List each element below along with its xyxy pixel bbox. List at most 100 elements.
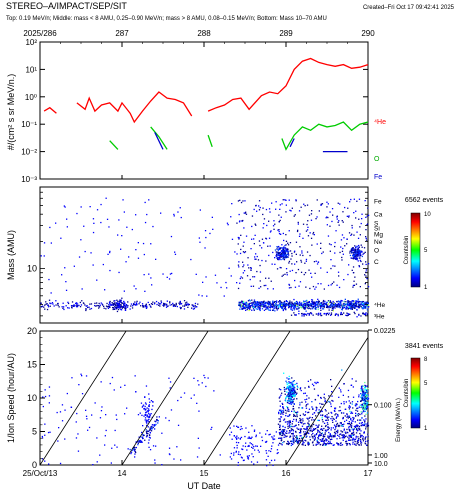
event-dot [237, 200, 240, 202]
event-dot [225, 281, 227, 284]
event-dot [275, 301, 277, 303]
event-dot [120, 308, 122, 311]
event-dot [288, 420, 290, 422]
event-dot [293, 410, 295, 412]
event-dot [289, 300, 291, 302]
event-dot [255, 305, 257, 307]
event-dot [252, 444, 254, 446]
event-dot [363, 252, 365, 254]
event-dot [241, 307, 243, 309]
event-dot [337, 271, 340, 273]
top-date-tick-label: 288 [197, 29, 211, 38]
event-dot [278, 437, 280, 439]
event-dot [176, 446, 178, 448]
event-dot [284, 252, 286, 255]
event-dot [354, 255, 356, 258]
event-dot [322, 303, 324, 305]
event-dot [145, 436, 148, 438]
event-dot [301, 307, 303, 309]
event-dot [152, 426, 154, 429]
event-dot [204, 247, 206, 249]
event-dot [260, 304, 262, 306]
event-dot [293, 415, 295, 417]
event-dot [362, 313, 364, 315]
event-dot [161, 464, 163, 466]
event-dot [345, 419, 348, 421]
event-dot [65, 281, 67, 283]
event-dot [114, 300, 116, 302]
event-dot [179, 302, 181, 304]
event-dot [295, 431, 297, 433]
event-dot [168, 278, 171, 280]
event-dot [155, 445, 157, 447]
event-dot [348, 408, 351, 410]
event-dot [361, 304, 364, 306]
event-dot [121, 235, 123, 237]
event-dot [152, 301, 154, 303]
event-dot [320, 247, 322, 249]
event-dot [294, 306, 296, 308]
species-label: ⁴He [374, 302, 385, 309]
event-dot [362, 437, 364, 440]
event-dot [253, 276, 256, 278]
event-dot [340, 305, 342, 307]
event-dot [348, 400, 350, 402]
event-dot [145, 307, 148, 309]
event-dot [283, 249, 286, 251]
event-dot [268, 220, 270, 222]
event-dot [315, 408, 318, 410]
event-dot [68, 307, 70, 309]
event-dot [240, 425, 242, 428]
event-dot [281, 410, 284, 412]
event-dot [242, 445, 244, 447]
event-dot [317, 304, 319, 307]
event-dot [284, 251, 286, 253]
event-dot [267, 288, 269, 290]
event-dot [305, 405, 307, 407]
event-dot [47, 306, 50, 308]
event-dot [340, 239, 343, 241]
event-dot [265, 302, 267, 304]
bottom-xtick-label: 16 [282, 469, 291, 478]
event-dot [310, 312, 313, 315]
series-line-1 [150, 126, 168, 150]
event-dot [127, 301, 129, 303]
event-dot [254, 305, 257, 308]
event-dot [336, 423, 338, 426]
event-dot [312, 407, 314, 410]
event-dot [280, 258, 282, 261]
event-dot [300, 304, 302, 306]
event-dot [364, 437, 366, 439]
event-dot [284, 247, 286, 249]
dispersion-line [121, 330, 209, 466]
event-dot [280, 443, 282, 445]
event-dot [268, 237, 271, 239]
event-dot [281, 307, 283, 310]
event-dot [299, 402, 301, 404]
event-dot [287, 382, 290, 385]
event-dot [275, 208, 277, 210]
event-dot [306, 432, 308, 434]
event-dot [165, 304, 168, 306]
event-dot [338, 444, 340, 446]
event-dot [307, 312, 309, 315]
event-dot [124, 302, 126, 304]
event-dot [266, 308, 268, 310]
event-dot [334, 265, 336, 267]
event-dot [291, 305, 294, 307]
event-dot [331, 436, 333, 438]
bottom-xtick-label: 25/Oct/13 [23, 469, 58, 478]
event-dot [278, 388, 281, 390]
event-dot [308, 305, 310, 307]
event-dot [328, 442, 330, 445]
event-dot [162, 304, 164, 306]
event-dot [347, 389, 350, 392]
event-dot [292, 385, 294, 387]
event-dot [286, 432, 288, 434]
event-dot [249, 278, 251, 281]
event-dot [300, 419, 302, 421]
event-dot [360, 303, 362, 305]
event-dot [346, 315, 348, 317]
event-dot [352, 443, 354, 445]
event-dot [266, 307, 268, 309]
